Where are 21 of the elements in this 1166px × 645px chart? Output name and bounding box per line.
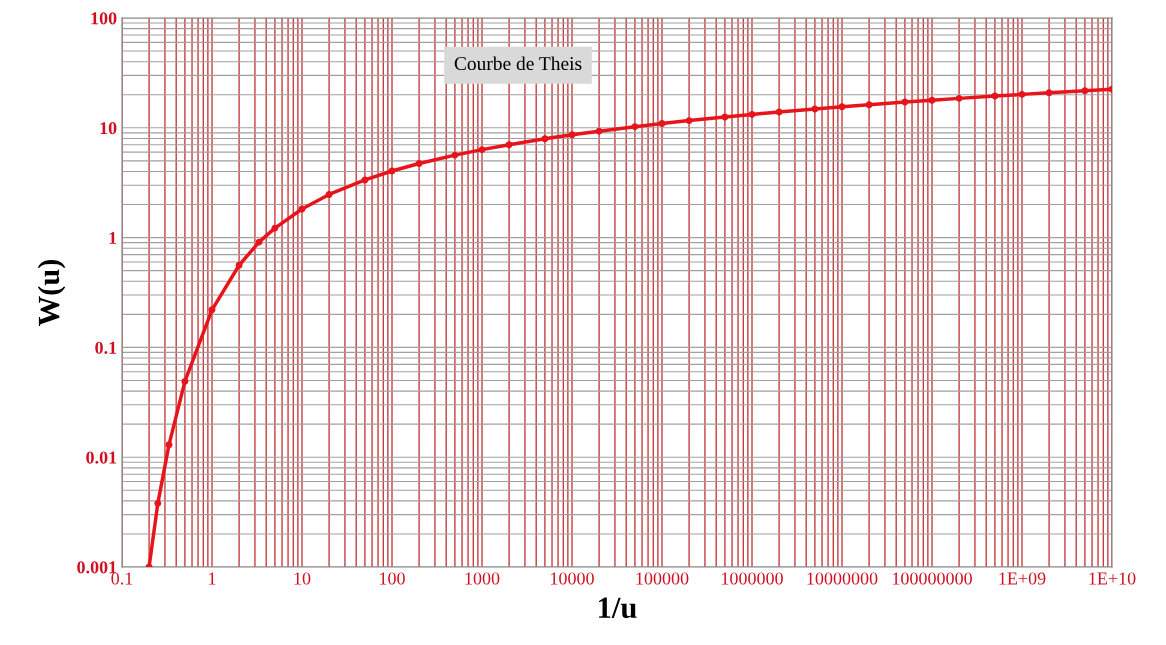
y-tick-label: 1 [109,231,117,244]
text: Courbe de Theis [454,56,582,71]
y-tick-label: 10 [100,122,117,135]
x-tick-label: 0.1 [111,572,133,585]
y-tick-label: 0.001 [77,561,117,574]
x-axis-title: 1/u [599,597,637,619]
x-tick-label: 10000000 [807,572,878,585]
x-tick-label: 1000 [465,572,500,585]
x-tick-label: 100 [380,572,405,585]
y-axis-title: W(u) [37,259,66,327]
x-tick-label: 1E+10 [1089,572,1136,585]
y-tick-label: 0.01 [86,451,117,464]
x-tick-label: 100000 [636,572,689,585]
x-tick-label: 10 [294,572,311,585]
y-tick-label: 0.1 [95,341,117,354]
x-tick-label: 1 [209,572,216,585]
y-tick-label: 100 [91,12,117,25]
x-tick-label: 10000 [551,572,594,585]
x-tick-label: 1E+09 [999,572,1046,585]
x-tick-label: 1000000 [721,572,783,585]
x-tick-label: 100000000 [892,572,972,585]
